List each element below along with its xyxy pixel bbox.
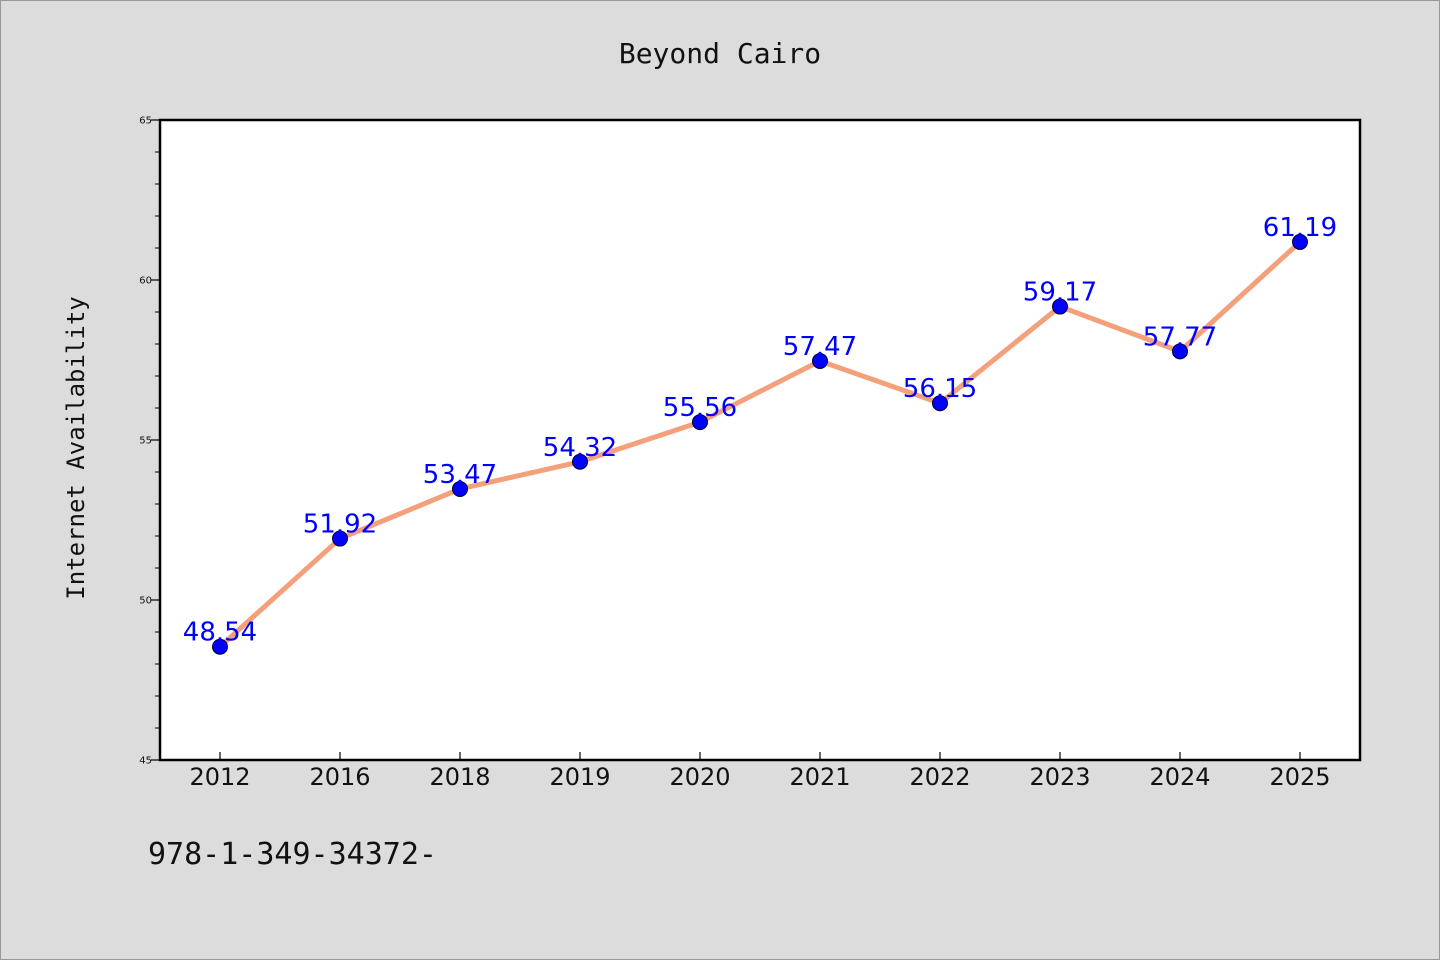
y-tick-label: 65 xyxy=(139,116,152,127)
x-tick-label: 2016 xyxy=(309,763,370,791)
x-tick-label: 2021 xyxy=(789,763,850,791)
x-tick-label: 2024 xyxy=(1149,763,1210,791)
data-point xyxy=(1292,233,1308,250)
data-label: 55.56 xyxy=(663,393,737,423)
plot-area xyxy=(158,118,1362,762)
data-label: 54.32 xyxy=(543,433,617,463)
data-label: 53.47 xyxy=(423,460,497,490)
y-tick-label: 60 xyxy=(139,276,152,287)
data-point xyxy=(1172,343,1188,360)
chart-title: Beyond Cairo xyxy=(619,37,821,70)
y-tick-label: 55 xyxy=(139,436,152,447)
data-label: 57.77 xyxy=(1143,322,1217,352)
data-point xyxy=(452,480,468,497)
series-line xyxy=(217,239,1303,650)
data-label: 61.19 xyxy=(1263,213,1337,243)
y-tick-label: 45 xyxy=(139,756,152,767)
data-label: 57.47 xyxy=(783,332,857,362)
data-point xyxy=(692,414,708,431)
x-tick-label: 2012 xyxy=(189,763,250,791)
data-point xyxy=(1052,298,1068,315)
data-point xyxy=(572,453,588,470)
x-tick-label: 2022 xyxy=(909,763,970,791)
x-tick-label: 2019 xyxy=(549,763,610,791)
x-tick-label: 2025 xyxy=(1269,763,1330,791)
data-label: 48.54 xyxy=(183,618,257,648)
data-label: 56.15 xyxy=(903,374,977,404)
data-label: 59.17 xyxy=(1023,278,1097,308)
data-labels: 48.54 51.92 53.47 54.32 55.56 57.47 56.15 59.17… xyxy=(183,213,1337,648)
data-points xyxy=(212,233,1308,655)
y-axis: 45 50 55 60 65 xyxy=(139,116,160,767)
data-point xyxy=(812,352,828,369)
x-tick-label: 2020 xyxy=(669,763,730,791)
y-axis-label: Internet Availability xyxy=(62,296,90,599)
footer-code: 978-1-349-34372- xyxy=(148,837,437,872)
data-point xyxy=(932,395,948,412)
x-tick-label: 2023 xyxy=(1029,763,1090,791)
data-point xyxy=(212,638,228,655)
data-label: 51.92 xyxy=(303,510,377,540)
data-point xyxy=(332,530,348,547)
y-tick-label: 50 xyxy=(139,596,152,607)
x-tick-label: 2018 xyxy=(429,763,490,791)
x-axis: 2012 2016 2018 2019 2020 2021 2022 2023 2024 2025 xyxy=(189,752,1331,791)
